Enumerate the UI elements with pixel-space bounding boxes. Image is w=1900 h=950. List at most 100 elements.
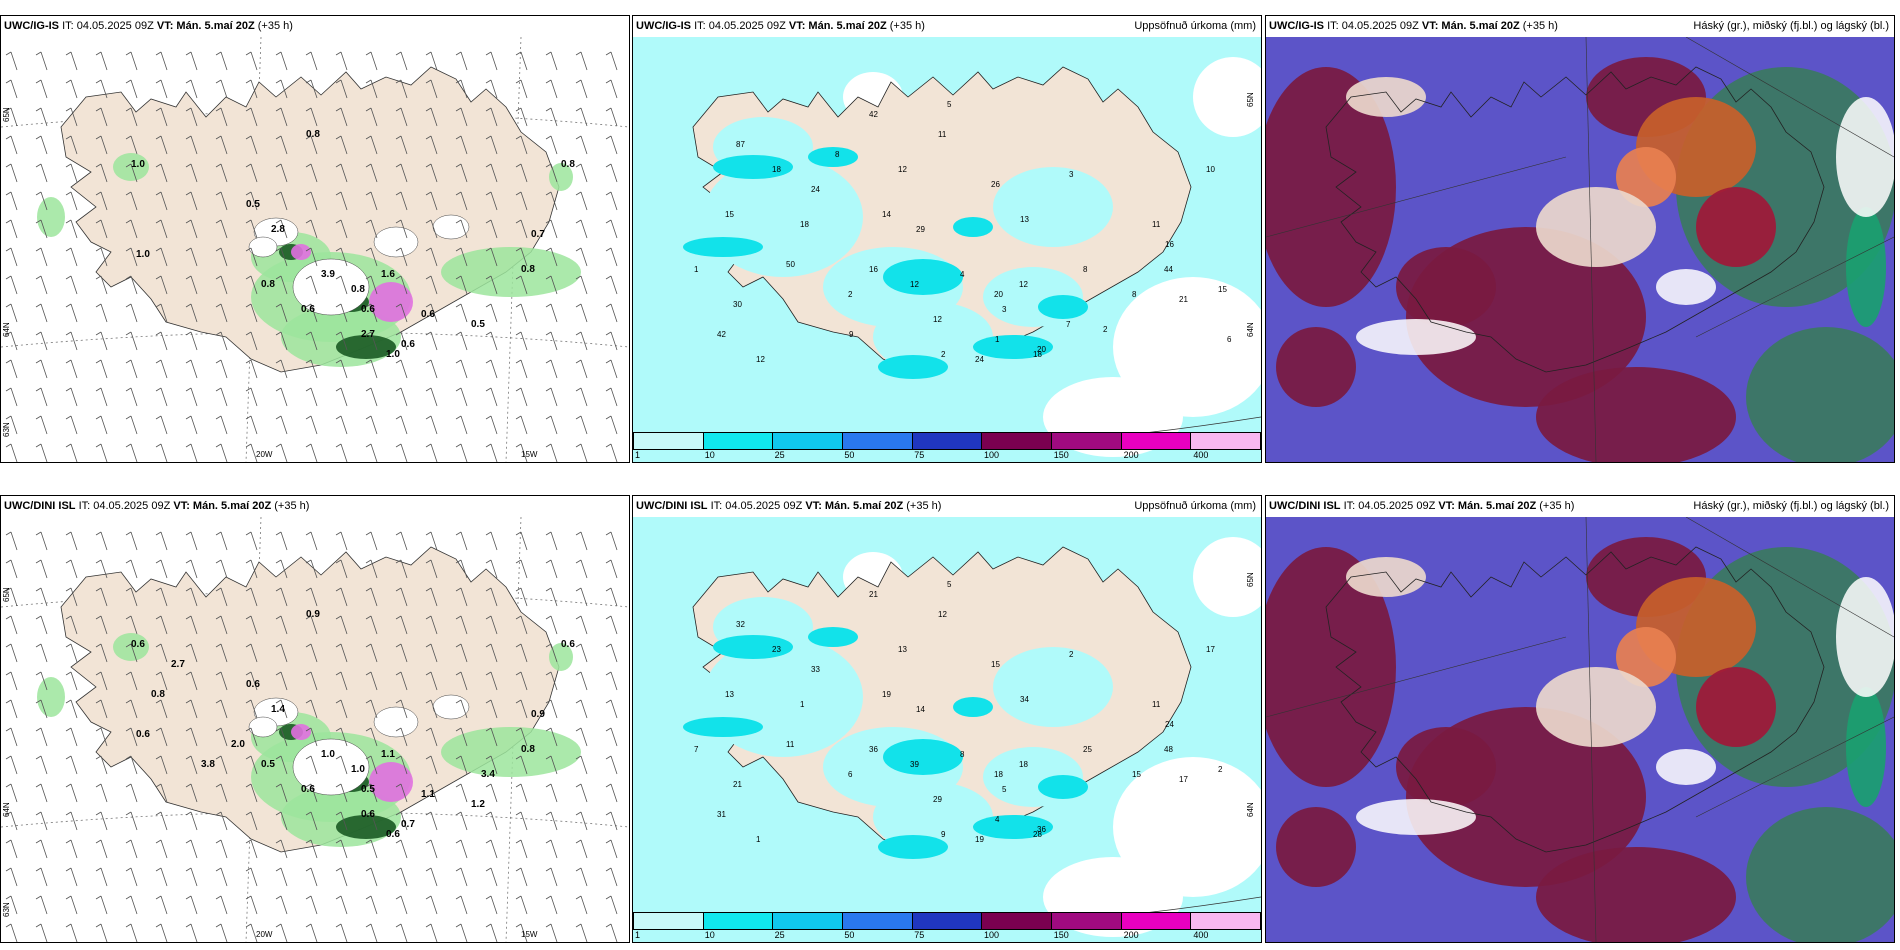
wind-barb <box>485 443 498 462</box>
wind-barb <box>95 615 108 635</box>
wind-barb <box>425 755 438 775</box>
wind-barb <box>575 615 588 635</box>
wind-barb <box>155 247 168 267</box>
wind-barb <box>95 247 108 267</box>
wind-barb <box>575 415 588 435</box>
wind-barb <box>305 135 318 155</box>
wind-barb <box>155 615 168 635</box>
lat-label: 64N <box>1246 802 1255 817</box>
wind-barb <box>425 359 438 379</box>
wind-barb <box>275 107 288 127</box>
wind-barb <box>425 727 438 747</box>
precip-amount-label: 1 <box>800 700 805 709</box>
lat-label: 64N <box>2 802 11 817</box>
wind-barb <box>35 559 48 579</box>
wind-barb <box>395 79 408 99</box>
wind-barb <box>95 415 108 435</box>
wind-barb <box>395 531 408 551</box>
precip-value-label: 0.6 <box>361 809 375 820</box>
wind-barb <box>545 755 558 775</box>
wind-barb <box>395 727 408 747</box>
precip-value-label: 0.8 <box>151 689 165 700</box>
wind-barb <box>5 587 18 607</box>
wind-barb <box>305 839 318 859</box>
wind-barb <box>575 219 588 239</box>
precip-amount-label: 50 <box>786 260 795 269</box>
wind-barb <box>95 895 108 915</box>
wind-barb <box>455 303 468 323</box>
wind-barb <box>35 275 48 295</box>
wind-barb <box>305 443 318 462</box>
precip-amount-label: 32 <box>736 620 745 629</box>
wind-barb <box>245 303 258 323</box>
wind-barb <box>245 727 258 747</box>
precip-value-label: 3.8 <box>201 759 215 770</box>
wind-barb <box>155 135 168 155</box>
panel-header: UWC/IG-IS IT: 04.05.2025 09Z VT: Mán. 5.… <box>1 16 629 37</box>
wind-barb <box>455 191 468 211</box>
wind-barb <box>575 247 588 267</box>
wind-barb <box>545 923 558 942</box>
wind-barb <box>605 359 618 379</box>
wind-barb <box>515 275 528 295</box>
precip-value-label: 1.0 <box>136 249 150 260</box>
precip-amount-label: 34 <box>1020 695 1029 704</box>
wind-barb <box>515 671 528 691</box>
wind-barb <box>185 587 198 607</box>
precip-amount-label: 12 <box>756 355 765 364</box>
model-name: UWC/IG-IS <box>1269 20 1324 32</box>
wind-barb <box>425 387 438 407</box>
field-title: Háský (gr.), miðský (fj.bl.) og lágský (… <box>1693 20 1889 32</box>
wind-barb <box>65 415 78 435</box>
precip-value-label: 1.4 <box>271 704 285 715</box>
precip-amount-label: 5 <box>947 580 952 589</box>
precip-amount-label: 15 <box>1218 285 1227 294</box>
wind-barb <box>245 443 258 462</box>
wind-barb <box>545 387 558 407</box>
wind-barb <box>305 219 318 239</box>
precip-value-label: 2.8 <box>271 224 285 235</box>
wind-barb <box>245 559 258 579</box>
wind-barb <box>155 219 168 239</box>
wind-barb <box>245 331 258 351</box>
legend-label: 25 <box>774 450 785 460</box>
wind-barb <box>365 867 378 887</box>
precip-value-label: 1.0 <box>321 749 335 760</box>
wind-barb <box>305 191 318 211</box>
wind-barb <box>545 783 558 803</box>
wind-barb <box>215 359 228 379</box>
wind-barb <box>215 443 228 462</box>
wind-barb <box>545 443 558 462</box>
wind-barb <box>545 559 558 579</box>
legend-swatch <box>843 913 913 929</box>
precip-amount-label: 9 <box>849 330 854 339</box>
wind-barb <box>245 923 258 942</box>
wind-barb <box>275 811 288 831</box>
wind-barb <box>275 303 288 323</box>
wind-barb <box>485 163 498 183</box>
wind-barb <box>245 895 258 915</box>
wind-barb <box>395 923 408 942</box>
wind-barb <box>395 811 408 831</box>
wind-barb <box>605 811 618 831</box>
cloud-area <box>1536 667 1656 747</box>
wind-barb <box>335 559 348 579</box>
wind-barb <box>155 587 168 607</box>
precip-value-label: 1.0 <box>131 159 145 170</box>
wind-barb <box>605 331 618 351</box>
wind-barb <box>125 387 138 407</box>
wind-barb <box>455 811 468 831</box>
wind-barb <box>545 531 558 551</box>
wind-barb <box>185 275 198 295</box>
wind-barb <box>95 191 108 211</box>
wind-barb <box>395 359 408 379</box>
precip-amount-label: 19 <box>975 835 984 844</box>
wind-barb <box>5 755 18 775</box>
wind-barb <box>575 783 588 803</box>
precip-value-label: 0.5 <box>471 319 485 330</box>
wind-barb <box>245 247 258 267</box>
wind-barb <box>125 359 138 379</box>
wind-barb <box>185 247 198 267</box>
legend-label: 200 <box>1123 930 1139 940</box>
wind-barb <box>395 559 408 579</box>
